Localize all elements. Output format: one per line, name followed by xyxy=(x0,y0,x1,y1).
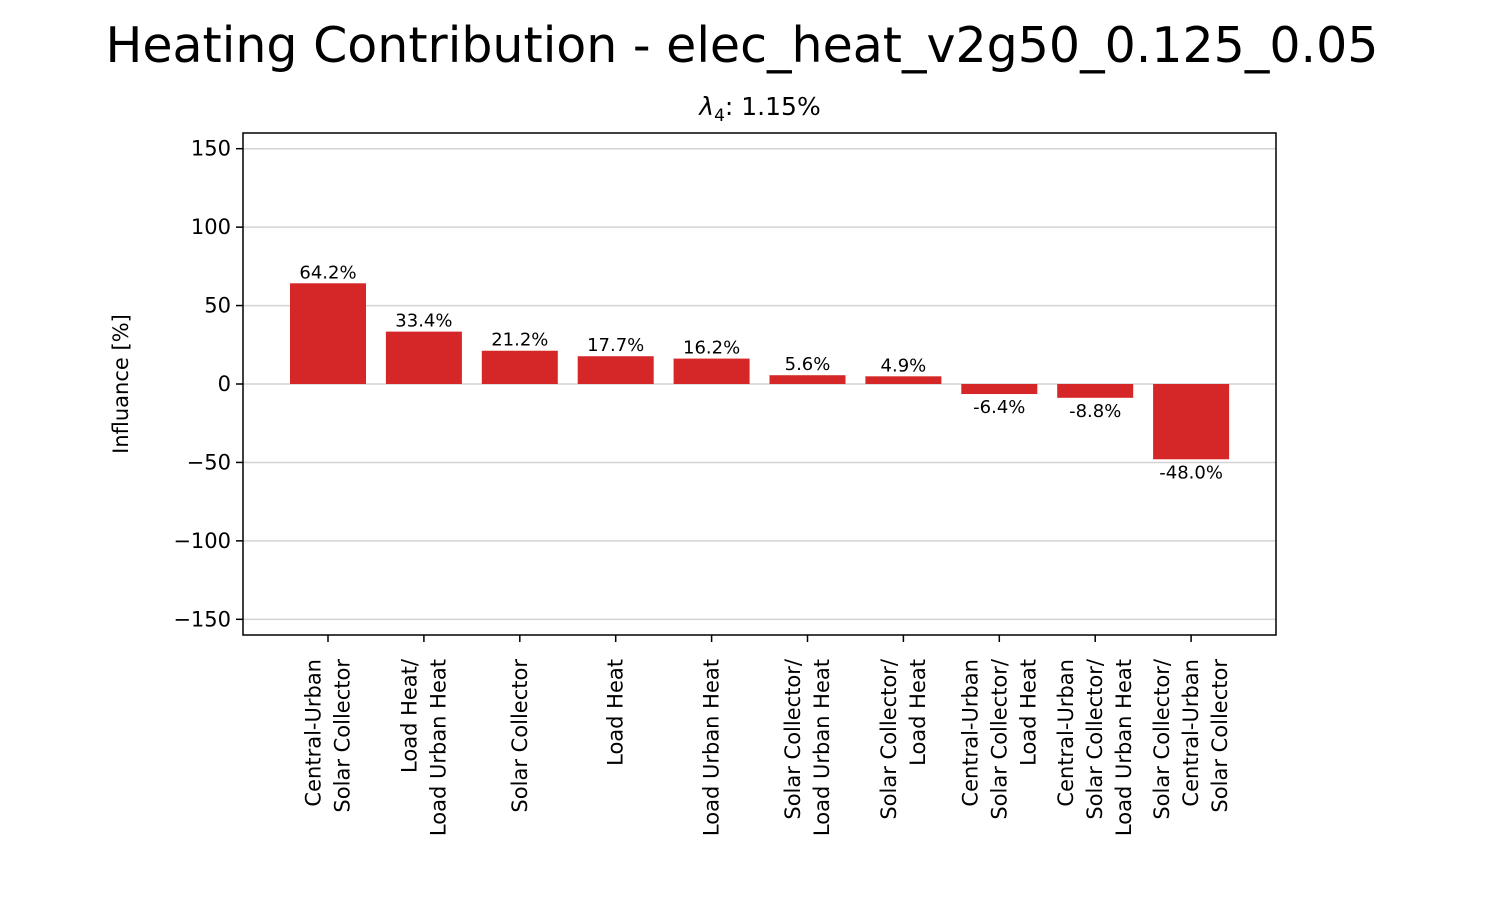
x-tick-label-line: Load Urban Heat xyxy=(810,659,834,836)
x-tick-label-line: Load Heat xyxy=(604,659,628,766)
x-tick-label-line: Solar Collector xyxy=(1208,659,1232,813)
x-tick-label: Solar Collector/Load Heat xyxy=(877,658,930,820)
x-tick-label: Load Heat/Load Urban Heat xyxy=(397,658,450,836)
chart-title: Heating Contribution - elec_heat_v2g50_0… xyxy=(106,17,1379,74)
axes-frame xyxy=(242,132,1277,636)
x-tick-label-line: Load Urban Heat xyxy=(426,659,450,836)
x-tick-label-line: Solar Collector/ xyxy=(877,658,901,820)
bar xyxy=(961,384,1038,395)
x-tick-label-line: Central-Urban xyxy=(958,659,982,807)
bar xyxy=(769,375,846,384)
x-tick-label-line: Load Heat xyxy=(1016,659,1040,766)
y-tick-label: −100 xyxy=(173,529,231,553)
x-tick-label-line: Solar Collector/ xyxy=(781,658,805,820)
bars xyxy=(290,283,1230,460)
x-tick-label: Solar Collector/Central-Urban Solar Colle… xyxy=(1150,658,1232,820)
x-tick-label-line: Solar Collector xyxy=(331,659,355,813)
y-tick-label: 150 xyxy=(191,137,231,161)
y-tick-label: 100 xyxy=(191,215,231,239)
x-tick-label-line: Load Urban Heat xyxy=(700,659,724,836)
y-axis: 150 100 50 0 −50 −100 −150 xyxy=(173,137,243,631)
x-tick-label-line: Solar Collector xyxy=(508,659,532,813)
y-tick-label: 0 xyxy=(218,372,231,396)
bar-value-label: -8.8% xyxy=(1069,401,1121,422)
x-axis: Central-Urban Solar Collector Load Heat/Lo… xyxy=(302,635,1232,836)
x-tick-label-line: Central-Urban xyxy=(302,659,326,807)
bar xyxy=(577,356,654,384)
bar-value-label: 64.2% xyxy=(299,262,356,283)
subtitle-symbol: λ xyxy=(697,92,714,121)
bar xyxy=(481,350,558,384)
x-tick-label: Central-Urban Solar Collector/Load Heat xyxy=(958,658,1040,820)
bar-value-label: 16.2% xyxy=(683,338,740,359)
bar xyxy=(673,358,750,384)
bar-value-label: 21.2% xyxy=(491,330,548,351)
bar xyxy=(290,283,366,384)
x-tick-label: Load Urban Heat xyxy=(700,659,724,836)
y-axis-label: Influance [%] xyxy=(109,314,133,454)
bar-value-label: -48.0% xyxy=(1159,462,1223,483)
x-tick-label-line: Central-Urban xyxy=(1179,659,1203,807)
subtitle-subscript: 4 xyxy=(714,106,725,126)
x-tick-label-line: Solar Collector/ xyxy=(987,658,1011,820)
bar xyxy=(1057,384,1134,398)
x-tick-label: Solar Collector xyxy=(508,659,532,813)
bar-value-label: 5.6% xyxy=(785,354,831,375)
bar-value-label: 4.9% xyxy=(881,355,927,376)
bar xyxy=(865,376,942,384)
bar-value-label: 33.4% xyxy=(395,311,452,332)
bar-value-label: -6.4% xyxy=(973,397,1025,418)
x-tick-label-line: Solar Collector/ xyxy=(1083,658,1107,820)
subtitle-value: : 1.15% xyxy=(725,92,821,121)
x-tick-label: Central-Urban Solar Collector xyxy=(302,659,355,813)
chart-subtitle: λ4: 1.15% xyxy=(697,92,820,126)
y-tick-label: −150 xyxy=(173,607,231,631)
y-tick-label: −50 xyxy=(187,450,231,474)
x-tick-label-line: Load Urban Heat xyxy=(1112,659,1136,836)
data-labels: 64.2% 33.4% 21.2% 17.7% 16.2% 5.6% 4.9% -6.4% -8… xyxy=(299,262,1223,483)
y-tick-label: 50 xyxy=(204,294,231,318)
x-tick-label: Central-Urban Solar Collector/Load Urban … xyxy=(1054,658,1136,836)
x-tick-label-line: Load Heat xyxy=(906,659,930,766)
bar xyxy=(1153,384,1230,460)
x-tick-label-line: Solar Collector/ xyxy=(1150,658,1174,820)
x-tick-label: Load Heat xyxy=(604,659,628,766)
x-tick-label-line: Central-Urban xyxy=(1054,659,1078,807)
bar xyxy=(385,331,462,384)
x-tick-label: Solar Collector/Load Urban Heat xyxy=(781,658,834,836)
bar-value-label: 17.7% xyxy=(587,335,644,356)
x-tick-label-line: Load Heat/ xyxy=(397,658,421,773)
